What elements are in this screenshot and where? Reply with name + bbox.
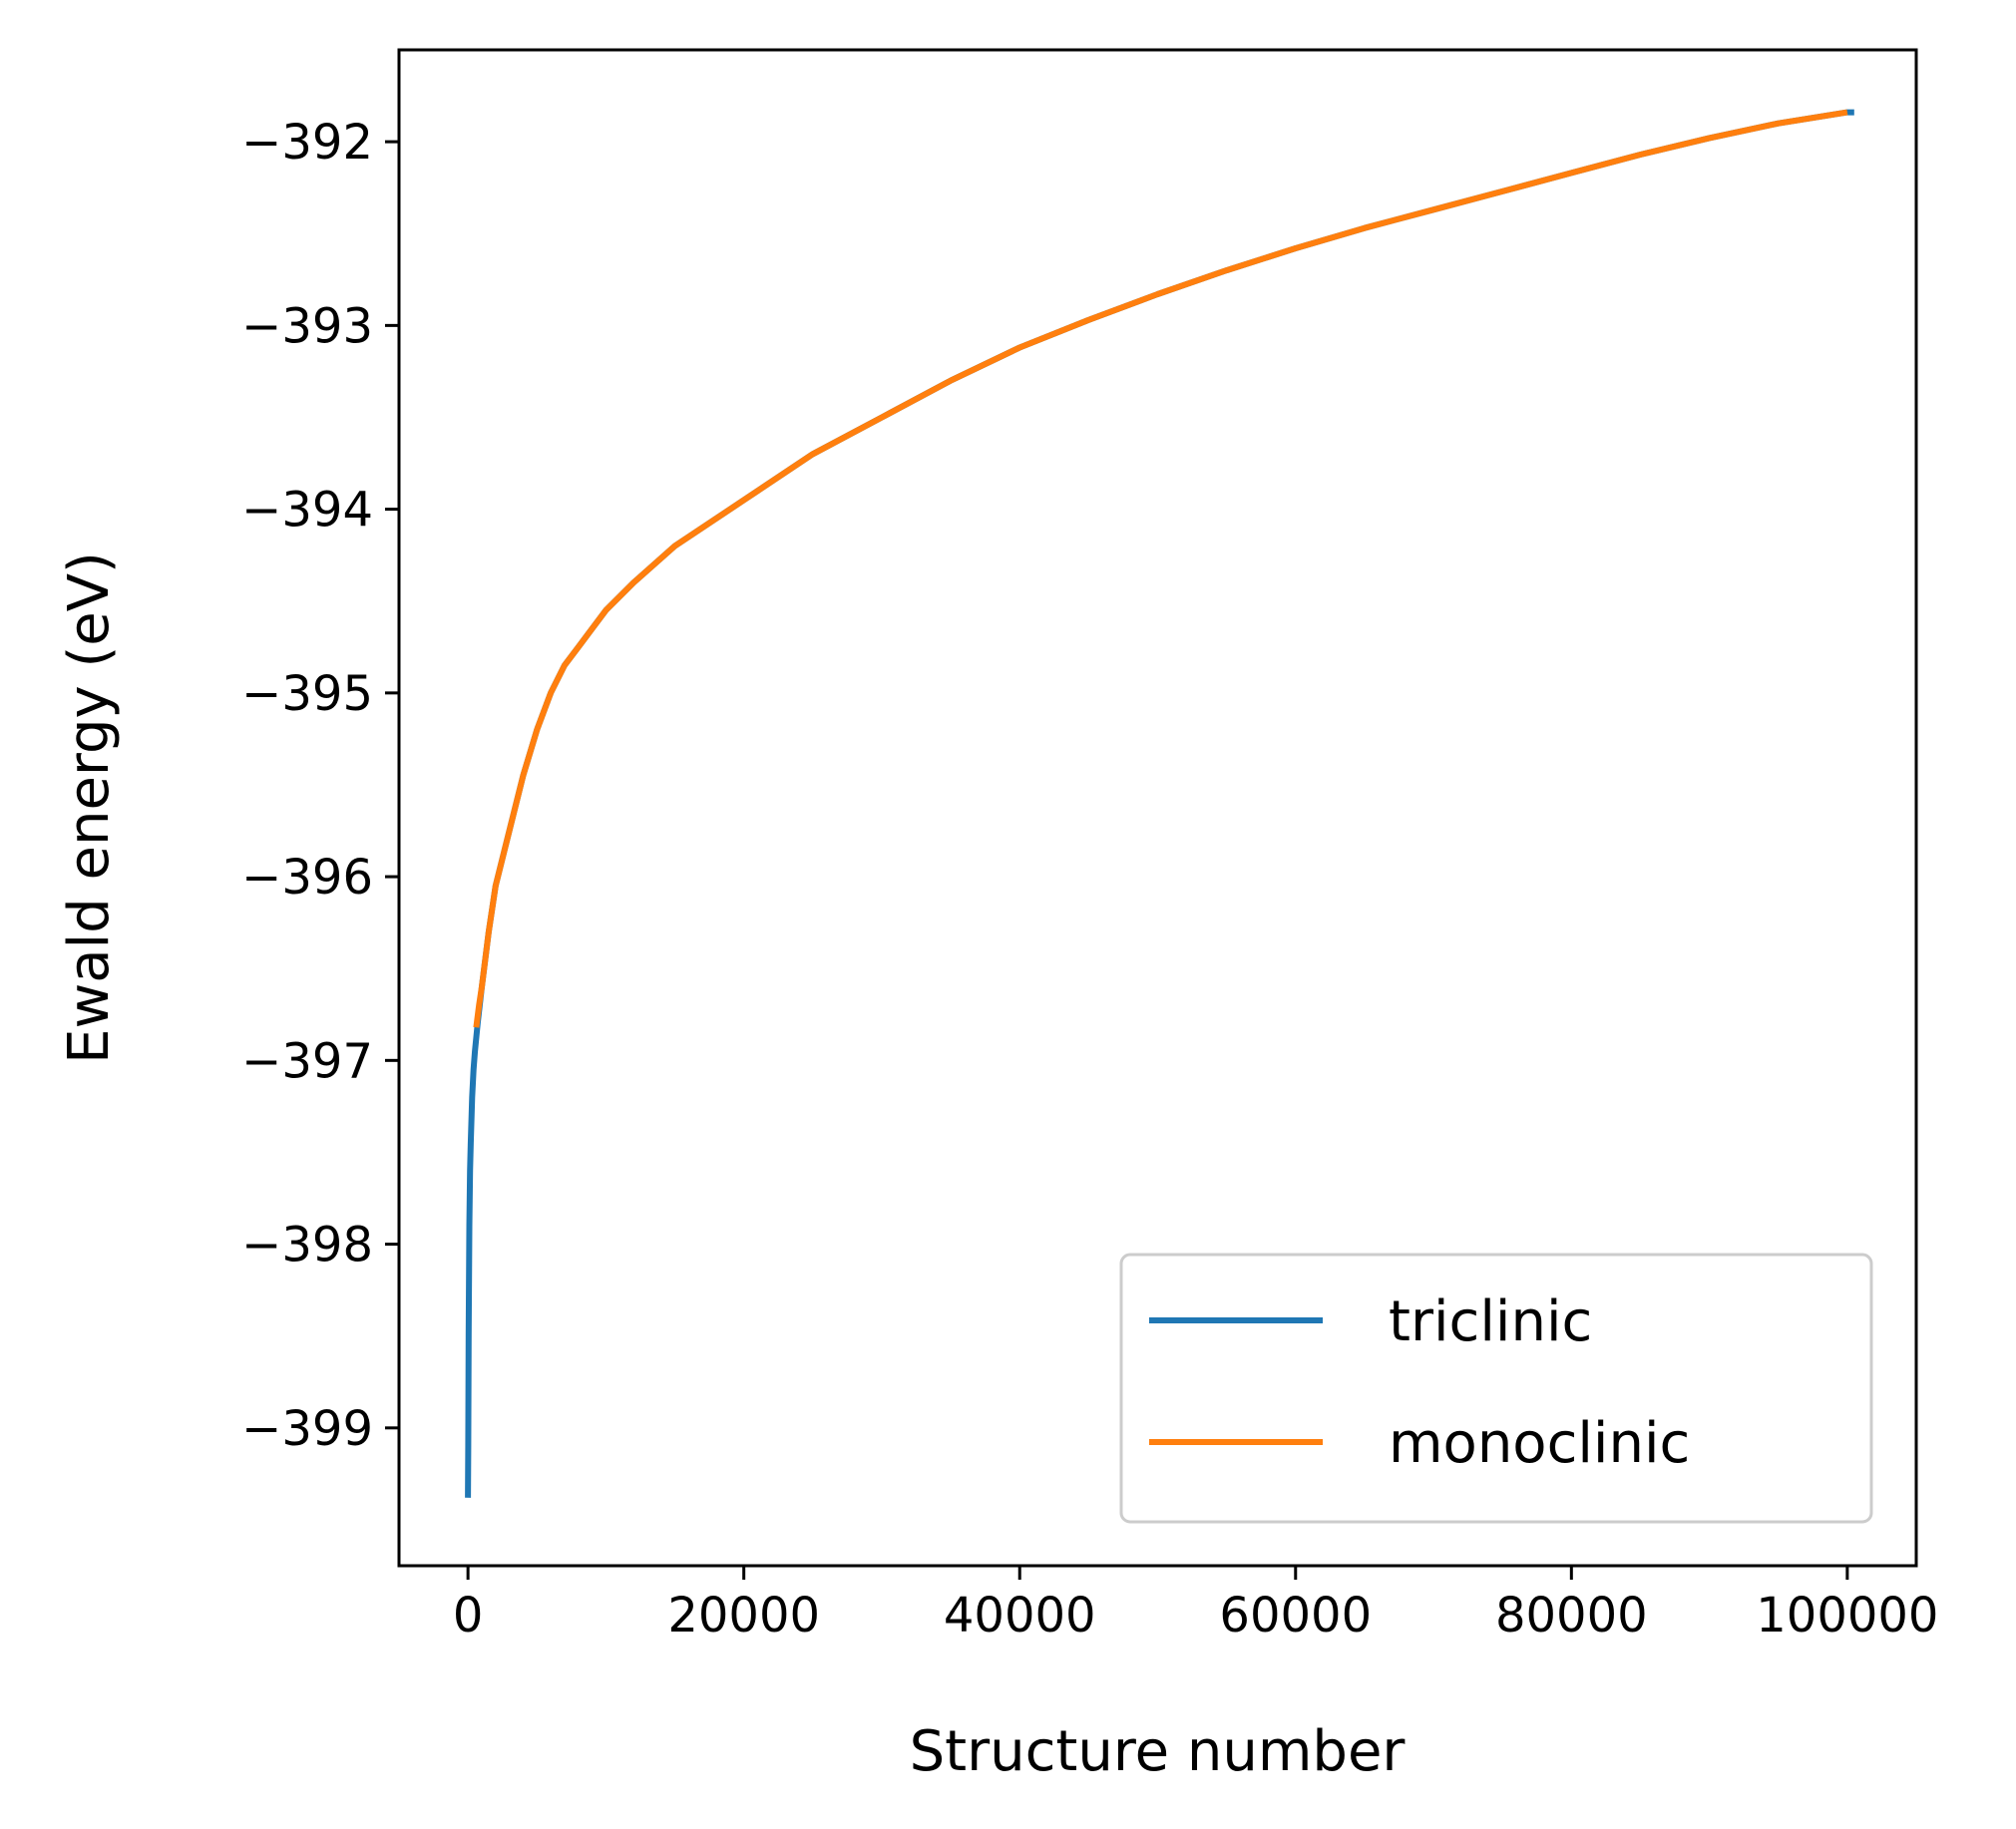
- x-tick-label: 0: [453, 1588, 484, 1644]
- series-layer: [465, 109, 1854, 1498]
- y-tick-label: −397: [241, 1033, 373, 1089]
- y-axis: −392 −393 −394 −395 −396 −397 −398 −399: [241, 115, 399, 1457]
- legend-label-triclinic: triclinic: [1389, 1289, 1592, 1354]
- x-tick-label: 60000: [1219, 1588, 1372, 1644]
- legend: triclinic monoclinic: [1119, 1253, 1873, 1524]
- y-tick-label: −394: [241, 483, 373, 539]
- y-tick-label: −395: [241, 666, 373, 722]
- y-tick-label: −399: [241, 1401, 373, 1457]
- plot-frame: [397, 48, 1918, 1568]
- y-tick-label: −393: [241, 298, 373, 354]
- x-tick-label: 20000: [667, 1588, 820, 1644]
- x-tick-label: 40000: [944, 1588, 1096, 1644]
- x-axis-label: Structure number: [910, 1719, 1407, 1784]
- x-tick-label: 80000: [1495, 1588, 1648, 1644]
- y-tick-label: −392: [241, 115, 373, 171]
- series-line-monoclinic: [473, 109, 1848, 1028]
- y-tick-label: −396: [241, 850, 373, 906]
- legend-label-monoclinic: monoclinic: [1389, 1411, 1690, 1476]
- y-tick-label: −398: [241, 1218, 373, 1274]
- y-axis-label: Ewald energy (eV): [57, 551, 122, 1064]
- x-axis: 0 20000 40000 60000 80000 100000: [453, 1566, 1938, 1644]
- x-tick-label: 100000: [1756, 1588, 1938, 1644]
